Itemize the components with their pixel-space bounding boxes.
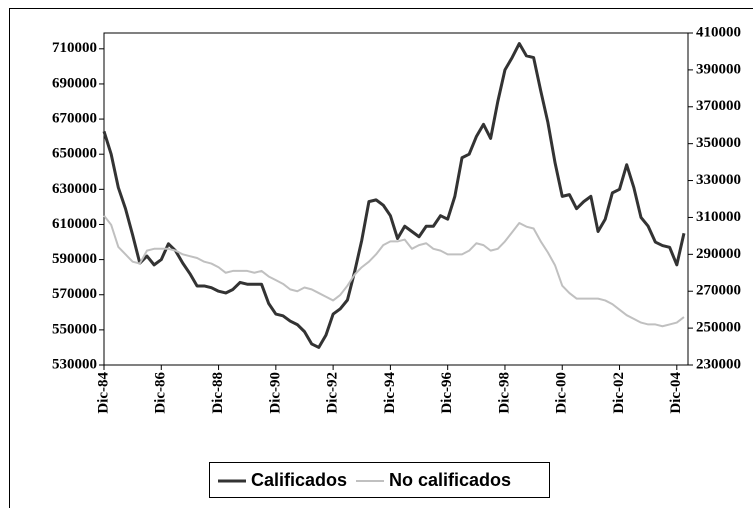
y-tick-label: 590000	[52, 251, 97, 267]
x-tick-label: Dic-90	[267, 372, 283, 414]
y-tick-label: 530000	[52, 356, 97, 372]
x-tick-label: Dic-04	[668, 372, 684, 414]
x-tick-label: Dic-88	[210, 372, 226, 414]
x-tick-label: Dic-98	[496, 372, 512, 414]
y2-tick-label: 330000	[696, 172, 741, 188]
y-tick-label: 710000	[52, 40, 97, 56]
chart-frame	[9, 8, 753, 508]
y2-tick-label: 250000	[696, 320, 741, 336]
y2-tick-label: 390000	[696, 61, 741, 77]
y-tick-label: 570000	[52, 286, 97, 302]
y2-tick-label: 270000	[696, 283, 741, 299]
x-tick-label: Dic-92	[325, 372, 341, 414]
y2-tick-label: 350000	[696, 135, 741, 151]
legend-label: Calificados	[251, 470, 347, 490]
x-tick-label: Dic-94	[382, 372, 398, 414]
x-tick-label: Dic-86	[153, 372, 169, 414]
y-tick-label: 630000	[52, 181, 97, 197]
y-tick-label: 690000	[52, 75, 97, 91]
x-tick-label: Dic-02	[611, 372, 627, 414]
y2-tick-label: 370000	[696, 98, 741, 114]
plot-area	[103, 32, 689, 366]
y2-tick-label: 290000	[696, 246, 741, 262]
x-tick-label: Dic-96	[439, 372, 455, 414]
y-tick-label: 550000	[52, 321, 97, 337]
y2-tick-label: 410000	[696, 24, 741, 40]
y-tick-label: 650000	[52, 146, 97, 162]
y-tick-label: 670000	[52, 111, 97, 127]
x-tick-label: Dic-00	[554, 372, 570, 414]
x-tick-label: Dic-84	[95, 372, 111, 414]
series-line	[103, 214, 685, 328]
y-tick-label: 610000	[52, 216, 97, 232]
y2-tick-label: 310000	[696, 209, 741, 225]
series-line	[102, 42, 686, 349]
y2-tick-label: 230000	[696, 356, 741, 372]
legend-label: No calificados	[389, 470, 511, 490]
